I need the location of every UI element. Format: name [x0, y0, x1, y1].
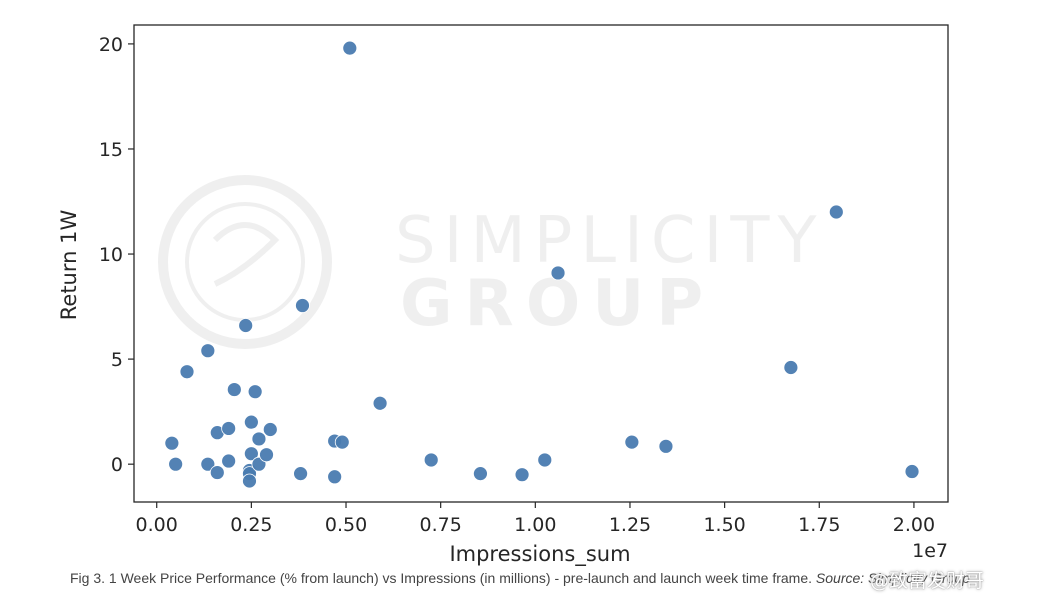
data-point-4: [200, 456, 216, 472]
y-tick-label: 5: [111, 349, 123, 371]
data-point-8: [221, 453, 237, 469]
data-point-3: [200, 343, 216, 359]
watermark-brand-line2: GROUP: [400, 267, 715, 341]
data-point-1: [168, 456, 184, 472]
y-tick-label: 20: [99, 34, 123, 56]
data-point-2: [179, 364, 195, 380]
data-point-16: [247, 384, 263, 400]
data-point-30: [514, 467, 530, 483]
x-axis-ticks: 0.00 0.25 0.50 0.75 1.00 1.25 1.50 1.75 2.00: [136, 502, 935, 536]
data-point-37: [904, 464, 920, 479]
plot-area: [133, 24, 949, 503]
x-tick-label: 2.00: [893, 514, 935, 536]
data-point-21: [293, 466, 308, 482]
data-point-20: [262, 422, 278, 437]
data-point-35: [783, 360, 799, 375]
figure-caption: Fig 3. 1 Week Price Performance (% from …: [70, 570, 1040, 586]
data-point-29: [473, 466, 488, 482]
x-tick-label: 0.25: [230, 514, 272, 536]
data-point-22: [295, 298, 310, 313]
x-tick-label: 0.75: [420, 514, 462, 536]
corner-watermark-text: @致富发财哥: [870, 570, 985, 592]
x-tick-label: 0.50: [325, 514, 367, 536]
data-point-14: [243, 414, 259, 430]
data-point-19: [259, 447, 274, 463]
corner-watermark: @致富发财哥: [870, 566, 984, 593]
plot-frame: [133, 24, 949, 503]
data-point-31: [537, 452, 553, 468]
y-tick-label: 10: [99, 244, 123, 266]
y-axis-ticks: 0 5 10 15 20: [99, 34, 134, 476]
data-point-34: [658, 438, 674, 454]
data-point-27: [372, 395, 388, 411]
data-point-0: [164, 435, 180, 451]
x-tick-label: 1.50: [703, 514, 745, 536]
x-tick-label: 1.75: [798, 514, 840, 536]
data-point-26: [342, 40, 358, 56]
y-tick-label: 15: [99, 139, 123, 161]
data-point-10: [238, 318, 254, 333]
watermark-brand-line1: SIMPLICITY: [395, 204, 825, 278]
data-point-36: [828, 204, 844, 220]
data-point-28: [423, 452, 439, 468]
data-point-23: [327, 469, 343, 485]
x-axis-label: Impressions_sum: [449, 542, 630, 567]
x-tick-label: 0.00: [136, 514, 178, 536]
x-tick-label: 1.25: [609, 514, 651, 536]
data-point-25: [334, 434, 350, 450]
data-point-9: [226, 382, 242, 397]
data-point-33: [624, 434, 640, 450]
data-point-6: [209, 465, 225, 480]
data-point-17: [251, 431, 267, 447]
caption-source: Source: Simplicity Group: [815, 570, 970, 586]
y-axis-label: Return 1W: [57, 210, 81, 321]
x-axis-offset-label: 1e7: [912, 540, 948, 562]
data-points: [164, 40, 920, 489]
data-point-7: [221, 421, 237, 436]
caption-text: Fig 3. 1 Week Price Performance (% from …: [70, 570, 813, 586]
data-point-13: [242, 473, 257, 489]
data-point-15: [243, 446, 259, 462]
x-tick-label: 1.00: [514, 514, 556, 536]
data-point-32: [550, 265, 566, 281]
y-tick-label: 0: [111, 454, 123, 476]
